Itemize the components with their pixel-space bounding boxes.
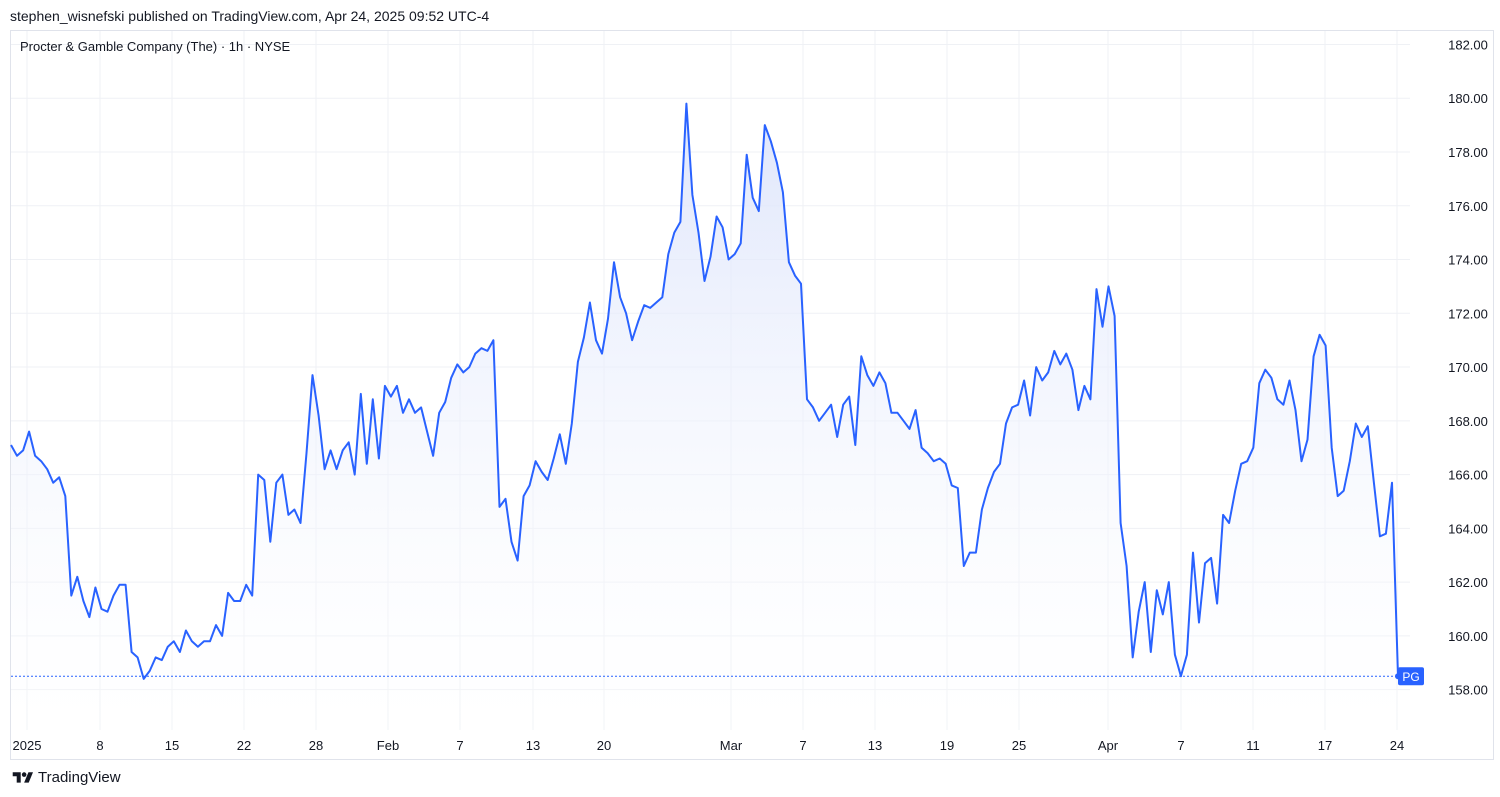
- x-tick-label: 19: [940, 738, 954, 753]
- y-tick-label: 172.00: [1448, 306, 1488, 321]
- y-tick-label: 178.00: [1448, 145, 1488, 160]
- y-tick-label: 170.00: [1448, 360, 1488, 375]
- y-tick-label: 160.00: [1448, 629, 1488, 644]
- tradingview-brand[interactable]: TradingView: [12, 769, 121, 786]
- price-area-fill: [11, 103, 1398, 731]
- y-tick-label: 180.00: [1448, 91, 1488, 106]
- last-price-badge-label: PG: [1402, 670, 1419, 684]
- x-tick-label: 24: [1390, 738, 1404, 753]
- x-tick-label: 17: [1318, 738, 1332, 753]
- x-tick-label: Feb: [377, 738, 399, 753]
- x-tick-label: 7: [1177, 738, 1184, 753]
- x-tick-label: 28: [309, 738, 323, 753]
- x-tick-label: 7: [456, 738, 463, 753]
- y-tick-label: 164.00: [1448, 521, 1488, 536]
- tradingview-logo-icon: [12, 771, 33, 783]
- symbol-title: Procter & Gamble Company (The) · 1h · NY…: [20, 39, 291, 54]
- y-tick-label: 168.00: [1448, 414, 1488, 429]
- published-by-line: stephen_wisnefski published on TradingVi…: [10, 8, 490, 24]
- x-tick-label: Apr: [1098, 738, 1119, 753]
- x-tick-label: 15: [165, 738, 179, 753]
- x-tick-label: 22: [237, 738, 251, 753]
- chart-frame: [10, 30, 1494, 760]
- x-tick-label: 13: [868, 738, 882, 753]
- x-tick-label: Mar: [720, 738, 743, 753]
- x-tick-label: 7: [799, 738, 806, 753]
- x-tick-label: 20: [597, 738, 611, 753]
- y-tick-label: 158.00: [1448, 683, 1488, 698]
- tradingview-brand-label: TradingView: [38, 769, 121, 786]
- x-tick-label: 2025: [13, 738, 42, 753]
- last-price-badge: [1398, 667, 1424, 686]
- y-tick-label: 182.00: [1448, 37, 1488, 52]
- y-tick-label: 162.00: [1448, 575, 1488, 590]
- y-tick-label: 174.00: [1448, 253, 1488, 268]
- x-tick-label: 8: [96, 738, 103, 753]
- y-tick-label: 176.00: [1448, 199, 1488, 214]
- x-tick-label: 13: [526, 738, 540, 753]
- price-line: [10, 102, 1399, 680]
- x-tick-label: 11: [1246, 738, 1260, 753]
- y-tick-label: 166.00: [1448, 468, 1488, 483]
- x-tick-label: 25: [1012, 738, 1026, 753]
